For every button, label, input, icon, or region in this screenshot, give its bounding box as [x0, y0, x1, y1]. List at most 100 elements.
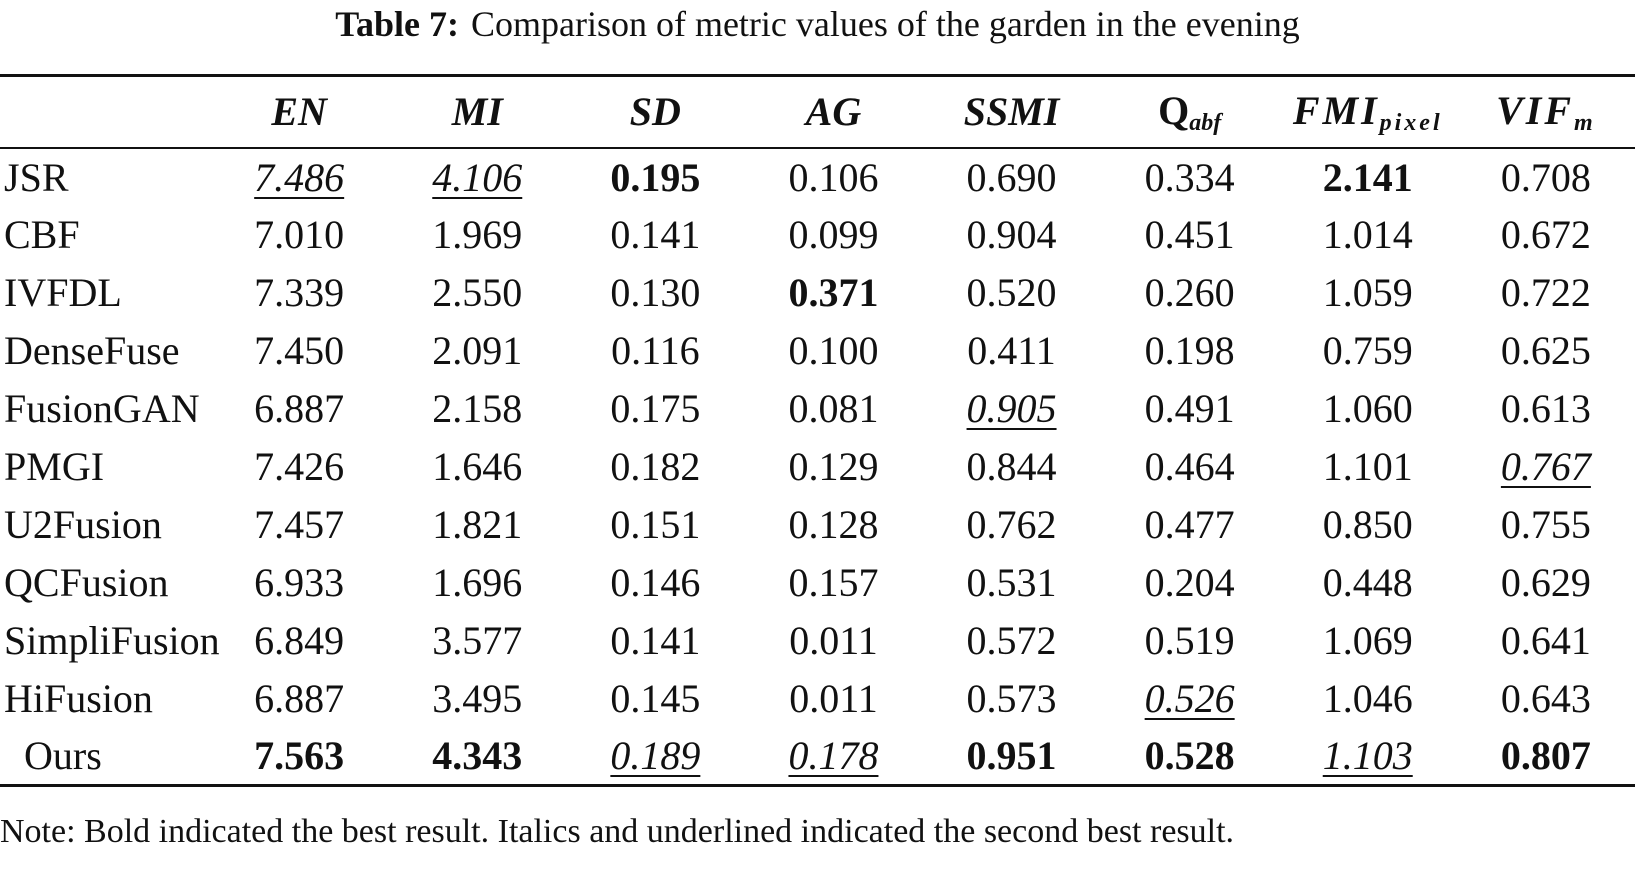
qabf-cell: 0.477	[1144, 502, 1235, 547]
metrics-table: EN MI SD AG SSMI Qabf FMIpixel VIFm JSR …	[0, 74, 1635, 787]
fmi-cell: 1.069	[1322, 618, 1413, 663]
ag-cell: 0.128	[788, 502, 879, 547]
method-cell: FusionGAN	[4, 386, 200, 431]
en-cell: 7.450	[254, 328, 345, 373]
qabf-cell: 0.451	[1144, 212, 1235, 257]
fmi-cell: 2.141	[1322, 154, 1413, 200]
table-caption: Table 7: Comparison of metric values of t…	[0, 2, 1635, 46]
fmi-cell: 1.103	[1322, 733, 1413, 779]
qabf-cell: 0.464	[1144, 444, 1235, 489]
method-cell: HiFusion	[4, 676, 153, 721]
method-cell: IVFDL	[4, 270, 122, 315]
ag-cell: 0.178	[788, 733, 879, 779]
sd-cell: 0.145	[610, 676, 701, 721]
ag-cell: 0.081	[788, 386, 879, 431]
ssmi-cell: 0.905	[966, 386, 1057, 431]
table-row: Ours 7.563 4.343 0.189 0.178 0.951 0.528…	[0, 728, 1635, 786]
table-row: FusionGAN 6.887 2.158 0.175 0.081 0.905 …	[0, 380, 1635, 438]
fmi-cell: 0.850	[1322, 502, 1413, 547]
mi-cell: 1.969	[432, 212, 523, 257]
sd-cell: 0.141	[610, 212, 701, 257]
qabf-cell: 0.198	[1144, 328, 1235, 373]
ag-cell: 0.129	[788, 444, 879, 489]
fmi-cell: 1.059	[1322, 270, 1413, 315]
header-vif-m: VIFm	[1457, 76, 1635, 148]
header-ag: AG	[805, 89, 862, 135]
ssmi-cell: 0.904	[966, 212, 1057, 257]
qabf-cell: 0.491	[1144, 386, 1235, 431]
fmi-cell: 0.448	[1322, 560, 1413, 605]
ssmi-cell: 0.520	[966, 270, 1057, 315]
en-cell: 7.010	[254, 212, 345, 257]
en-cell: 7.426	[254, 444, 345, 489]
fmi-cell: 1.046	[1322, 676, 1413, 721]
header-vif-base: VIF	[1496, 87, 1575, 133]
fmi-cell: 1.060	[1322, 386, 1413, 431]
table-row: IVFDL 7.339 2.550 0.130 0.371 0.520 0.26…	[0, 264, 1635, 322]
mi-cell: 2.158	[432, 386, 523, 431]
sd-cell: 0.130	[610, 270, 701, 315]
method-cell: SimpliFusion	[4, 618, 220, 663]
table-row: PMGI 7.426 1.646 0.182 0.129 0.844 0.464…	[0, 438, 1635, 496]
vif-cell: 0.708	[1500, 154, 1591, 200]
vif-cell: 0.629	[1500, 560, 1591, 605]
vif-cell: 0.625	[1500, 328, 1591, 373]
en-cell: 6.933	[254, 560, 345, 605]
ssmi-cell: 0.572	[966, 618, 1057, 663]
qabf-cell: 0.519	[1144, 618, 1235, 663]
method-cell: DenseFuse	[4, 328, 180, 373]
sd-cell: 0.182	[610, 444, 701, 489]
mi-cell: 1.696	[432, 560, 523, 605]
method-cell: JSR	[4, 154, 69, 200]
ag-cell: 0.099	[788, 212, 879, 257]
ag-cell: 0.100	[788, 328, 879, 373]
en-cell: 7.563	[254, 733, 345, 779]
mi-cell: 4.343	[432, 733, 523, 779]
header-qabf-base: Q	[1158, 87, 1190, 133]
table-caption-text: Comparison of metric values of the garde…	[470, 4, 1300, 44]
header-fmi-base: FMI	[1292, 87, 1380, 133]
mi-cell: 1.646	[432, 444, 523, 489]
mi-cell: 3.495	[432, 676, 523, 721]
ssmi-cell: 0.573	[966, 676, 1057, 721]
vif-cell: 0.641	[1500, 618, 1591, 663]
ag-cell: 0.106	[788, 154, 879, 200]
header-qabf: Qabf	[1101, 76, 1279, 148]
sd-cell: 0.146	[610, 560, 701, 605]
table-row: JSR 7.486 4.106 0.195 0.106 0.690 0.334 …	[0, 148, 1635, 206]
header-fmi-pixel: FMIpixel	[1279, 76, 1457, 148]
en-cell: 6.887	[254, 676, 345, 721]
method-cell: Ours	[24, 733, 102, 779]
table-caption-label: Table 7:	[335, 4, 459, 44]
qabf-cell: 0.260	[1144, 270, 1235, 315]
qabf-cell: 0.204	[1144, 560, 1235, 605]
header-method	[0, 76, 210, 148]
qabf-cell: 0.334	[1144, 154, 1235, 200]
ag-cell: 0.371	[788, 270, 879, 315]
fmi-cell: 1.014	[1322, 212, 1413, 257]
table-note: Note: Bold indicated the best result. It…	[0, 813, 1235, 850]
ssmi-cell: 0.411	[967, 328, 1056, 373]
qabf-cell: 0.528	[1144, 733, 1235, 779]
mi-cell: 2.091	[432, 328, 523, 373]
header-qabf-sub: abf	[1189, 109, 1222, 136]
en-cell: 6.887	[254, 386, 345, 431]
ssmi-cell: 0.531	[966, 560, 1057, 605]
mi-cell: 4.106	[432, 154, 523, 200]
en-cell: 7.457	[254, 502, 345, 547]
sd-cell: 0.195	[610, 154, 701, 200]
vif-cell: 0.767	[1500, 444, 1591, 489]
ag-cell: 0.011	[789, 618, 878, 663]
table-row: CBF 7.010 1.969 0.141 0.099 0.904 0.451 …	[0, 206, 1635, 264]
en-cell: 7.486	[254, 154, 345, 200]
method-cell: PMGI	[4, 444, 105, 489]
method-cell: CBF	[4, 212, 80, 257]
vif-cell: 0.672	[1500, 212, 1591, 257]
vif-cell: 0.807	[1500, 733, 1591, 779]
ssmi-cell: 0.762	[966, 502, 1057, 547]
header-fmi-sub: pixel	[1379, 109, 1443, 136]
header-ssmi: SSMI	[963, 89, 1060, 135]
ag-cell: 0.157	[788, 560, 879, 605]
fmi-cell: 0.759	[1322, 328, 1413, 373]
vif-cell: 0.613	[1500, 386, 1591, 431]
